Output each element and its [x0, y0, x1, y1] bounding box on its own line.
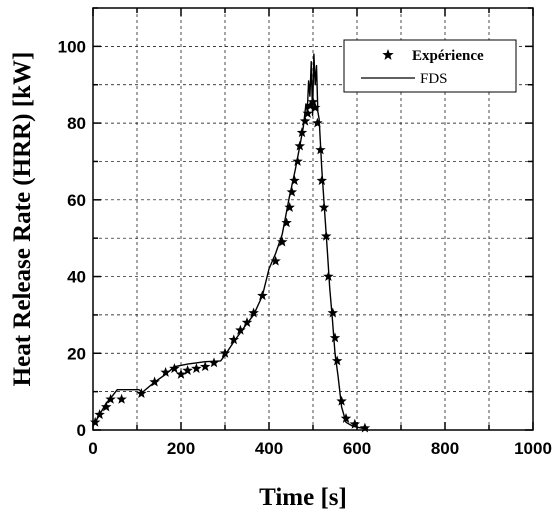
axis-ticks [92, 7, 534, 431]
data-point-experience [340, 412, 352, 423]
x-tick-label: 600 [343, 439, 371, 458]
data-point-experience [286, 186, 298, 197]
data-point-experience [307, 96, 319, 107]
y-tick-label: 60 [67, 191, 86, 210]
data-point-experience [191, 363, 202, 374]
data-point-experience [316, 175, 328, 186]
x-tick-label: 200 [167, 439, 195, 458]
x-axis-title: Time [s] [259, 484, 347, 511]
data-point-experience [100, 401, 112, 412]
data-point-experience [276, 236, 288, 247]
x-tick-label: 800 [431, 439, 459, 458]
grid-lines [93, 8, 533, 430]
data-point-experience [302, 108, 313, 118]
data-point-experience [199, 361, 211, 372]
data-point-experience [284, 201, 295, 212]
data-point-experience [257, 290, 268, 301]
data-point-experience [294, 140, 306, 151]
y-tick-label: 40 [67, 268, 86, 287]
series-line-fds [92, 53, 369, 430]
data-point-experience [105, 393, 116, 404]
legend-marker-experience [382, 49, 394, 60]
data-point-experience [331, 355, 343, 366]
data-point-experience [149, 376, 160, 387]
data-point-experience [219, 347, 231, 358]
data-point-experience [228, 334, 240, 345]
data-point-experience [94, 409, 105, 420]
data-point-experience [281, 217, 292, 228]
data-point-experience [349, 418, 361, 429]
legend-box [343, 39, 517, 93]
data-point-experience [309, 102, 321, 113]
data-point-experience [235, 324, 246, 335]
data-point-experience [327, 307, 339, 318]
data-point-experience [336, 395, 347, 406]
y-axis-title: Heat Release Rate (HRR) [kW] [9, 52, 36, 387]
data-point-experience [169, 363, 180, 374]
series-layer [89, 53, 371, 433]
x-tick-label: 0 [88, 439, 97, 458]
data-point-experience [248, 307, 259, 318]
y-tick-label: 100 [58, 37, 86, 56]
star-icon [382, 49, 394, 60]
y-axis-tick-labels: 0 20 40 60 80 100 [58, 37, 86, 440]
data-point-experience [320, 230, 332, 241]
data-point-experience [89, 416, 101, 427]
data-point-experience [289, 175, 300, 186]
y-tick-label: 80 [67, 114, 86, 133]
data-point-experience [160, 366, 171, 377]
x-tick-label: 400 [255, 439, 283, 458]
legend-label-experience: Expérience [412, 48, 484, 64]
data-point-experience [312, 117, 323, 128]
y-tick-label: 20 [67, 344, 86, 363]
data-point-experience [241, 317, 253, 328]
legend: Expérience FDS [343, 39, 517, 93]
legend-label-fds: FDS [420, 71, 448, 87]
data-point-experience [116, 393, 127, 404]
x-axis-tick-labels: 0 200 400 600 800 1000 [88, 439, 552, 458]
data-point-experience [329, 332, 341, 343]
x-tick-label: 1000 [514, 439, 552, 458]
data-point-experience [359, 422, 371, 433]
data-point-experience [182, 365, 193, 375]
data-point-experience [299, 115, 311, 126]
data-point-experience [315, 144, 326, 155]
data-point-experience [270, 255, 281, 266]
data-point-experience [175, 368, 187, 379]
data-point-experience [323, 271, 334, 281]
y-tick-label: 0 [77, 421, 86, 440]
data-point-experience [296, 127, 308, 138]
data-point-experience [136, 388, 147, 398]
data-point-experience [292, 155, 303, 166]
data-point-experience [208, 357, 220, 368]
data-point-experience [318, 201, 330, 212]
